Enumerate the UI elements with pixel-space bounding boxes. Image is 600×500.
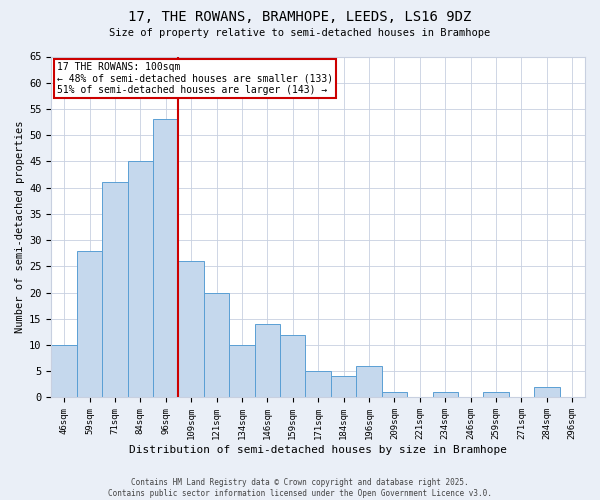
Text: Contains HM Land Registry data © Crown copyright and database right 2025.
Contai: Contains HM Land Registry data © Crown c… [108,478,492,498]
Bar [280,334,305,398]
Bar [382,392,407,398]
Bar [356,366,382,398]
Bar [331,376,356,398]
Text: 17 THE ROWANS: 100sqm
← 48% of semi-detached houses are smaller (133)
51% of sem: 17 THE ROWANS: 100sqm ← 48% of semi-deta… [57,62,333,95]
Bar [178,261,204,398]
Bar [254,324,280,398]
Bar [229,345,254,398]
Bar [534,387,560,398]
Bar [77,250,102,398]
Text: Size of property relative to semi-detached houses in Bramhope: Size of property relative to semi-detach… [109,28,491,38]
Bar [128,162,153,398]
Y-axis label: Number of semi-detached properties: Number of semi-detached properties [15,120,25,333]
Bar [102,182,128,398]
Bar [484,392,509,398]
Bar [204,292,229,398]
Bar [153,120,178,398]
Bar [52,345,77,398]
Bar [305,371,331,398]
Text: 17, THE ROWANS, BRAMHOPE, LEEDS, LS16 9DZ: 17, THE ROWANS, BRAMHOPE, LEEDS, LS16 9D… [128,10,472,24]
Bar [433,392,458,398]
X-axis label: Distribution of semi-detached houses by size in Bramhope: Distribution of semi-detached houses by … [129,445,507,455]
